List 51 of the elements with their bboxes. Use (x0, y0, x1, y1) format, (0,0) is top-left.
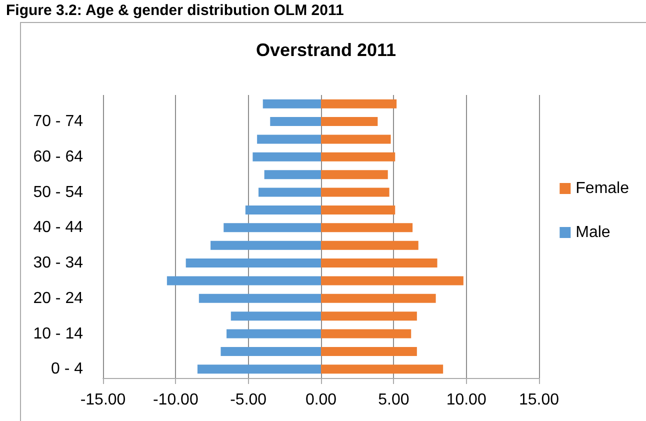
bar (321, 170, 388, 180)
bar (220, 346, 321, 356)
bar (321, 294, 436, 303)
bar (245, 205, 321, 214)
bar (321, 312, 417, 321)
bar (197, 364, 321, 374)
x-tick-label: -15.00 (80, 392, 126, 408)
y-tick-label: 20 - 24 (33, 290, 84, 307)
bar (321, 152, 396, 162)
bar (262, 99, 321, 108)
bar (186, 258, 321, 268)
y-tick-label: 30 - 34 (33, 254, 84, 272)
bar (321, 188, 390, 197)
bar (226, 329, 321, 338)
legend-label: Female (576, 180, 630, 197)
x-tick-label: -10.00 (152, 392, 198, 408)
x-tick-label: 5.00 (378, 392, 410, 408)
x-tick-label: -5.00 (230, 392, 267, 408)
bar (321, 329, 412, 338)
bar (210, 240, 321, 250)
x-tick-label: 10.00 (446, 392, 486, 408)
bar (166, 276, 321, 286)
bar (321, 240, 418, 250)
y-tick-label: 40 - 44 (33, 219, 84, 236)
x-tick-label: 0.00 (305, 392, 337, 408)
bar (321, 346, 417, 356)
bar (321, 258, 438, 268)
legend-label: Male (576, 224, 610, 241)
bar (321, 276, 464, 286)
y-tick-label: 50 - 54 (33, 184, 84, 201)
bar (257, 134, 321, 144)
y-tick-label: 10 - 14 (33, 325, 84, 342)
bar (230, 312, 321, 321)
chart-title: Overstrand 2011 (256, 40, 396, 60)
bar (321, 223, 413, 232)
bar (264, 170, 321, 180)
y-tick-label: 70 - 74 (33, 113, 84, 130)
bar (321, 99, 397, 108)
y-tick-label: 0 - 4 (50, 360, 84, 378)
x-tick-label: 15.00 (518, 392, 560, 408)
bar (258, 188, 321, 197)
bar (321, 117, 378, 126)
bar (252, 152, 321, 162)
bar (270, 117, 321, 126)
bar (198, 294, 321, 303)
bar (224, 223, 321, 232)
bar (321, 205, 396, 214)
caption: Figure 3.2: Age & gender distribution OLM 2011 (6, 2, 344, 19)
bar (321, 364, 444, 374)
bar (321, 134, 391, 144)
y-tick-label: 60 - 64 (33, 148, 84, 166)
